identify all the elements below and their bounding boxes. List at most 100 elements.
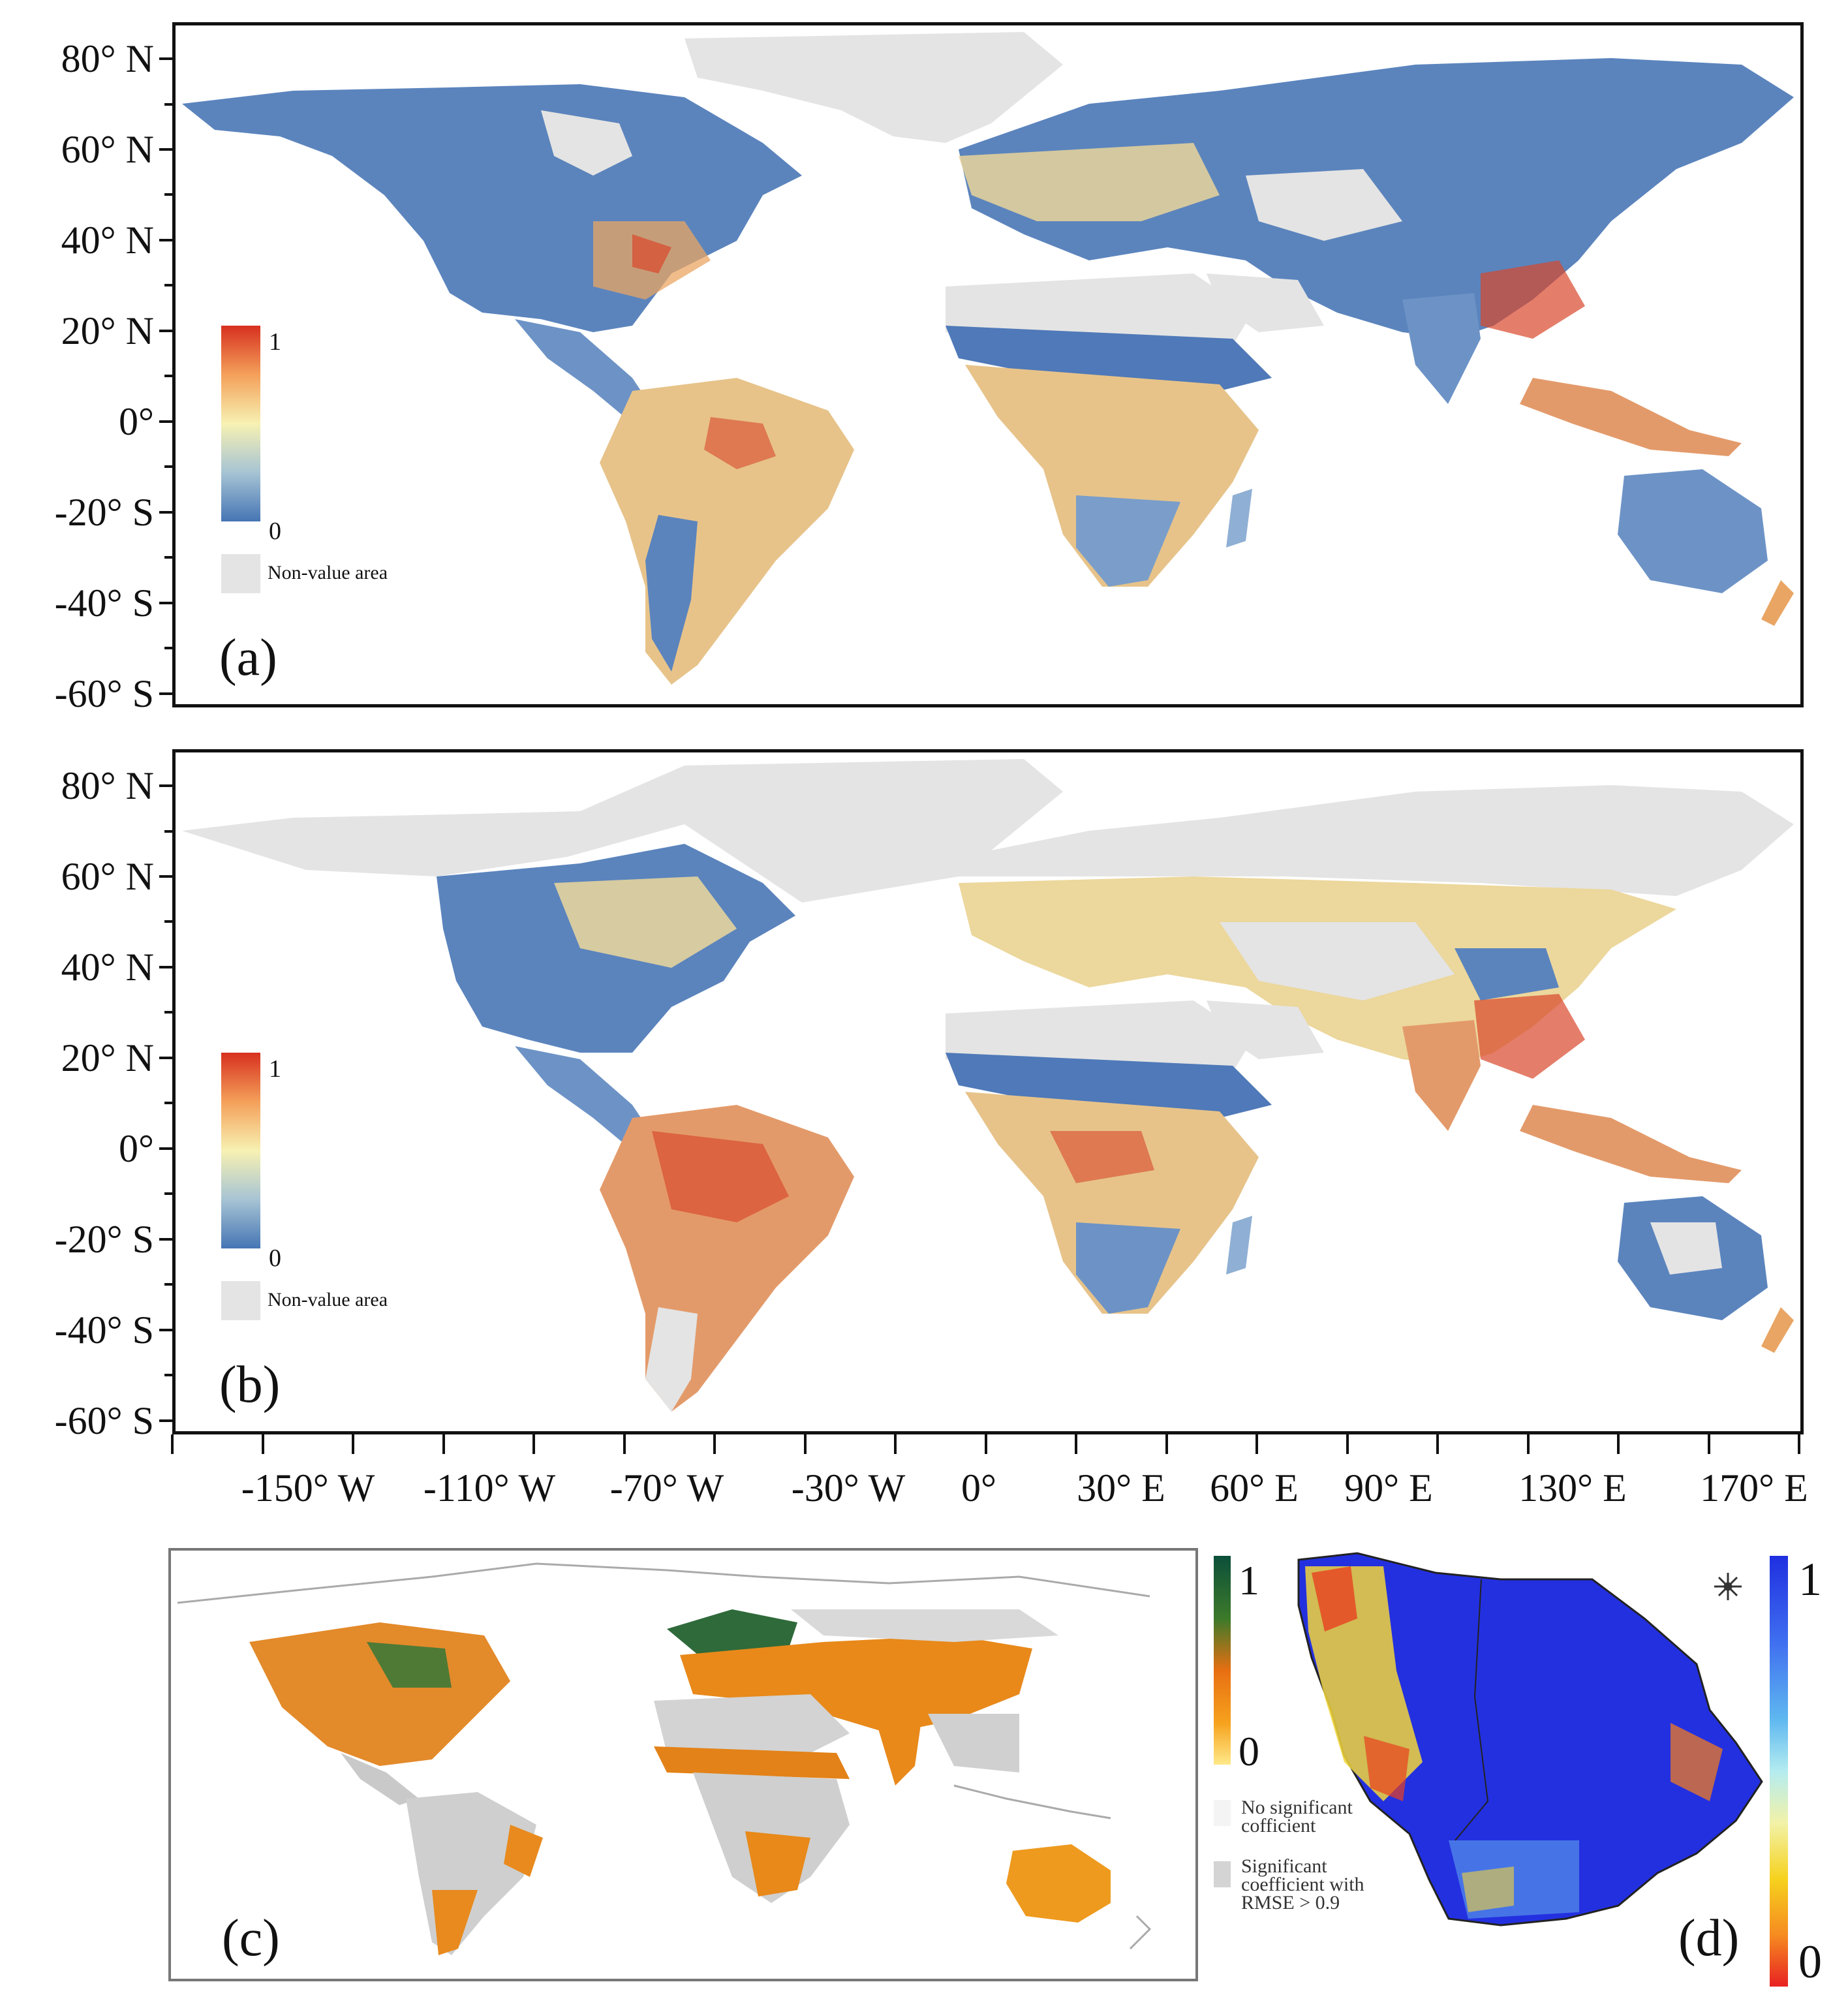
lon-label-170e: 170° E (1700, 1466, 1808, 1509)
china-b-blue (1455, 948, 1559, 1000)
lat-label-60s-a: -60° S (54, 672, 154, 715)
lon-label-90e: 90° E (1344, 1466, 1433, 1509)
lon-label-0: 0° (961, 1466, 996, 1509)
asia-b-nonvalue (1220, 922, 1455, 1000)
lat-label-80n-a: 80° N (61, 37, 154, 80)
panel-c-central-america (341, 1753, 419, 1805)
lat-label-40s-b: -40° S (54, 1308, 154, 1352)
south-america-blue (645, 515, 698, 672)
panel-d-east-red (1671, 1723, 1723, 1801)
south-america-b-red (652, 1131, 789, 1222)
panel-b-colorbar (221, 1053, 260, 1248)
lon-label-70w: -70° W (609, 1466, 724, 1509)
panel-c-arctic-outline (177, 1562, 1150, 1604)
lat-label-60s-b: -60° S (54, 1399, 154, 1442)
panel-b-nonvalue-swatch (221, 1281, 260, 1320)
panel-c-nosig-line2: cofficient (1241, 1815, 1316, 1836)
panel-a-legend-max: 1 (269, 328, 281, 356)
lon-label-150w: -150° W (241, 1466, 375, 1509)
panel-d-south-yellow (1462, 1866, 1514, 1912)
north-america-canada-nonvalue (541, 110, 632, 176)
australia (1618, 469, 1768, 593)
panel-d-region (1297, 1552, 1763, 1927)
lat-label-20s-a: -20° S (54, 491, 154, 534)
europe-warm (959, 143, 1220, 221)
panel-a-legend-min: 0 (269, 518, 281, 545)
panel-d-southwest-red (1364, 1736, 1409, 1801)
lat-label-60n-a: 60° N (61, 128, 154, 171)
panel-c-se-asia-gray (928, 1714, 1019, 1773)
panel-a-map (182, 32, 1794, 685)
sahel-blue-b (946, 1053, 1272, 1118)
panel-c-letter: (c) (222, 1910, 280, 1967)
lat-label-80n-b: 80° N (61, 764, 154, 807)
new-zealand-b (1761, 1307, 1794, 1353)
panel-c-south-america-east (504, 1825, 543, 1877)
lon-label-110w: -110° W (423, 1466, 556, 1509)
panel-d-legend-min: 0 (1798, 1936, 1822, 1988)
panel-b-letter: (b) (219, 1356, 281, 1414)
panel-a-nonvalue-swatch (221, 554, 260, 593)
africa-south-blue (1076, 495, 1180, 587)
sahel-blue (946, 326, 1272, 391)
north-america-hot (632, 234, 671, 273)
africa-b-red (1050, 1131, 1154, 1183)
panel-c-sig-line2: coefficient with (1241, 1874, 1364, 1895)
panel-c-siberia-gray (791, 1609, 1058, 1642)
panel-c-legend-max: 1 (1239, 1557, 1259, 1603)
africa-south-b-blue (1076, 1222, 1180, 1314)
madagascar-b (1226, 1216, 1252, 1275)
panel-a-frame (172, 22, 1804, 707)
panel-c-south-america-orange (432, 1890, 478, 1955)
panel-c-map (177, 1562, 1152, 1955)
panel-c-australia (1006, 1844, 1111, 1923)
central-america-b (515, 1046, 658, 1151)
arabia-nonvalue (1207, 273, 1324, 332)
panel-c-eurasia (680, 1635, 1032, 1733)
new-zealand (1761, 580, 1794, 626)
se-asia-islands (1520, 378, 1742, 456)
panel-c-nz (1129, 1915, 1152, 1950)
panel-b-frame (172, 749, 1804, 1434)
panel-c-nosig-line1: No significant (1241, 1797, 1353, 1818)
panel-c-africa-orange (745, 1831, 810, 1896)
lat-label-40n-b: 40° N (61, 946, 154, 989)
panel-b-legend-min: 0 (269, 1245, 281, 1272)
panel-c-legend-min: 0 (1239, 1728, 1259, 1774)
lat-label-20n-b: 20° N (61, 1036, 154, 1079)
se-asia-b-red (1474, 994, 1585, 1079)
lat-label-0-b: 0° (119, 1127, 154, 1170)
lat-label-40n-a: 40° N (61, 219, 154, 262)
greenland-nonvalue (685, 32, 1063, 143)
panel-c-sig-label: Significant coefficient with RMSE > 0.9 (1241, 1855, 1364, 1913)
panel-a-colorbar (221, 326, 260, 521)
lat-label-0-a: 0° (119, 400, 154, 443)
panel-c-sahel (654, 1746, 850, 1779)
south-america-b-south-nonvalue (645, 1307, 698, 1412)
panel-b-legend-max: 1 (269, 1055, 281, 1083)
lon-label-30w: -30° W (791, 1466, 906, 1509)
panel-d-legend-max: 1 (1798, 1553, 1822, 1605)
panel-c-south-america (406, 1792, 536, 1955)
panel-d-letter: (d) (1678, 1910, 1740, 1967)
australia-b-nonvalue (1650, 1222, 1722, 1275)
central-america (515, 319, 658, 424)
panel-c-sig-swatch (1214, 1861, 1231, 1887)
panel-b-map (182, 759, 1794, 1412)
panel-c-islands-outline (953, 1784, 1111, 1819)
panel-d-colorbar (1770, 1556, 1788, 1987)
panel-d-inner-line (1455, 1579, 1489, 1841)
lat-label-60n-b: 60° N (61, 855, 154, 898)
panel-c-nosig-label: No significant cofficient (1241, 1797, 1353, 1836)
central-asia-nonvalue (1246, 169, 1402, 241)
panel-c-sahara-gray (654, 1694, 850, 1759)
panel-d-west-red (1312, 1566, 1357, 1632)
lat-label-20s-b: -20° S (54, 1218, 154, 1261)
north-america-b-warm (554, 876, 737, 968)
panel-d-south-mix (1449, 1840, 1579, 1919)
lat-label-40s-a: -40° S (54, 581, 154, 625)
south-china-red (1481, 260, 1585, 339)
panel-c-sig-line1: Significant (1241, 1855, 1327, 1877)
panel-c-frame (168, 1548, 1198, 1981)
panel-d-west-warm (1305, 1566, 1423, 1801)
